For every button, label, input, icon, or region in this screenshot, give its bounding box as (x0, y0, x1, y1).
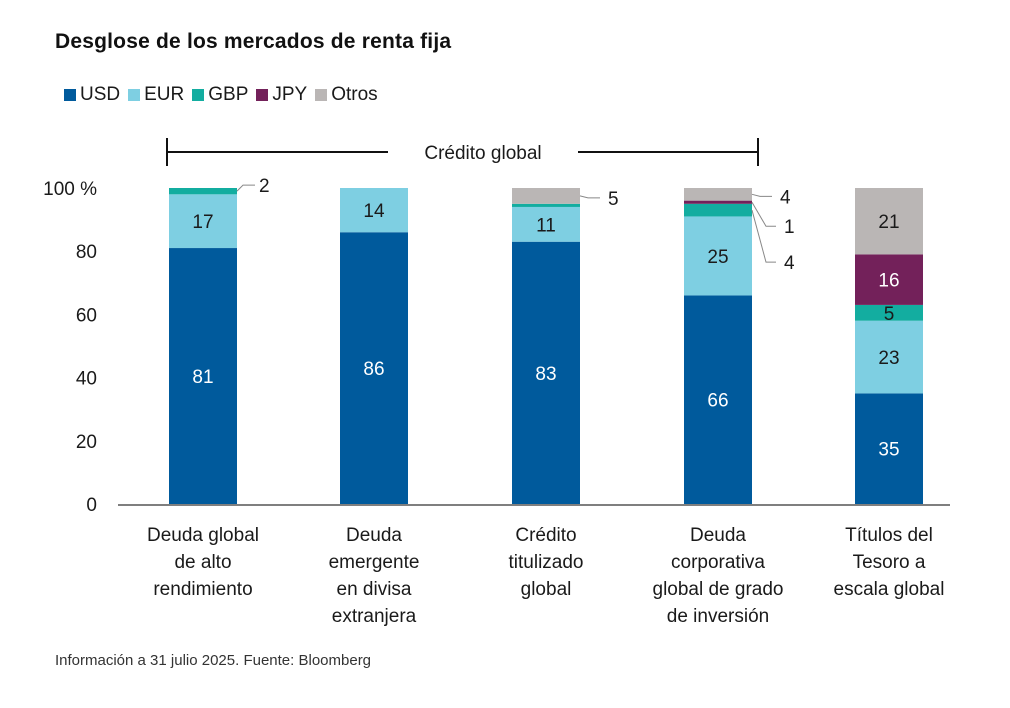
x-category-label: Deuda global (147, 525, 259, 546)
data-label: 16 (878, 271, 899, 292)
x-category-label: en divisa (337, 579, 412, 600)
legend-swatch (256, 89, 269, 101)
legend-item-gbp: GBP (192, 84, 248, 106)
x-category-label: escala global (834, 579, 945, 600)
legend-swatch (64, 89, 76, 101)
x-category-label: emergente (329, 552, 420, 573)
bar-jpy (684, 200, 752, 204)
legend-label: EUR (144, 84, 185, 105)
legend-label: JPY (272, 84, 308, 105)
data-label: 17 (192, 212, 213, 233)
bar-otros (684, 188, 752, 201)
bar-usd (855, 393, 923, 504)
legend-item-jpy: JPY (256, 84, 307, 106)
y-tick-label: 100 % (43, 179, 97, 200)
data-label: 11 (536, 215, 556, 236)
data-label: 83 (535, 364, 556, 385)
x-category-label: de inversión (667, 606, 769, 627)
y-tick-label: 0 (86, 495, 97, 516)
bar-usd (684, 295, 752, 504)
bar-eur (684, 216, 752, 296)
bar-usd (169, 248, 237, 504)
x-category-label: titulizado (509, 552, 584, 573)
x-category-label: Crédito (515, 525, 576, 546)
callout-label: 4 (784, 253, 795, 274)
bar-eur (169, 194, 237, 249)
x-category-label: corporativa (671, 552, 765, 573)
chart-title: Desglose de los mercados de renta fija (55, 30, 452, 53)
data-label: 14 (363, 201, 385, 222)
legend-label: GBP (208, 84, 249, 105)
legend-label: Otros (331, 84, 378, 105)
legend-item-eur: EUR (128, 84, 184, 106)
callout-leader-line (579, 195, 600, 199)
data-label: 35 (878, 440, 899, 461)
legend-swatch (192, 89, 205, 101)
x-category-label: global de grado (653, 579, 784, 600)
bar-usd (512, 241, 580, 504)
bar-otros (512, 188, 580, 204)
data-label: 86 (363, 359, 384, 380)
x-category-label: rendimiento (153, 579, 252, 600)
source-note: Información a 31 julio 2025. Fuente: Blo… (55, 652, 372, 669)
x-category-label: global (521, 579, 572, 600)
callout-label: 2 (259, 176, 270, 197)
callout-leader-line (751, 201, 776, 227)
annotation-credito-global: Crédito global (424, 143, 541, 164)
data-label: 25 (707, 247, 728, 268)
callout-label: 1 (784, 217, 795, 238)
bar-eur (512, 206, 580, 242)
data-label: 21 (878, 212, 899, 233)
bar-eur (855, 320, 923, 394)
x-category-label: extranjera (332, 606, 417, 627)
legend-swatch (315, 89, 328, 101)
legend-item-otros: Otros (315, 84, 378, 106)
data-label: 81 (192, 367, 213, 388)
callout-label: 5 (608, 189, 619, 210)
x-category-label: Títulos del (845, 525, 933, 546)
bar-gbp (169, 188, 237, 195)
y-tick-label: 20 (76, 432, 97, 453)
y-tick-label: 40 (76, 369, 97, 390)
callout-label: 4 (780, 187, 791, 208)
x-category-label: de alto (174, 552, 231, 573)
data-label: 23 (878, 348, 899, 369)
y-tick-label: 60 (76, 305, 97, 326)
x-category-label: Tesoro a (853, 552, 926, 573)
bar-gbp (684, 203, 752, 217)
legend-item-usd: USD (64, 84, 120, 106)
callout-leader-line (751, 193, 772, 197)
x-category-label: Deuda (690, 525, 746, 546)
x-category-label: Deuda (346, 525, 402, 546)
callout-leader-line (236, 184, 255, 192)
legend-swatch (128, 89, 141, 101)
legend-label: USD (80, 84, 121, 105)
bar-jpy (855, 254, 923, 305)
bar-eur (340, 188, 408, 233)
bar-otros (855, 188, 923, 255)
data-label: 5 (884, 304, 895, 325)
callout-leader-line (751, 209, 776, 263)
bar-gbp (512, 203, 580, 207)
y-tick-label: 80 (76, 242, 97, 263)
data-label: 66 (707, 391, 728, 412)
legend: USD EUR GBP JPY Otros (64, 84, 386, 106)
bar-gbp (855, 304, 923, 321)
bar-usd (340, 232, 408, 505)
